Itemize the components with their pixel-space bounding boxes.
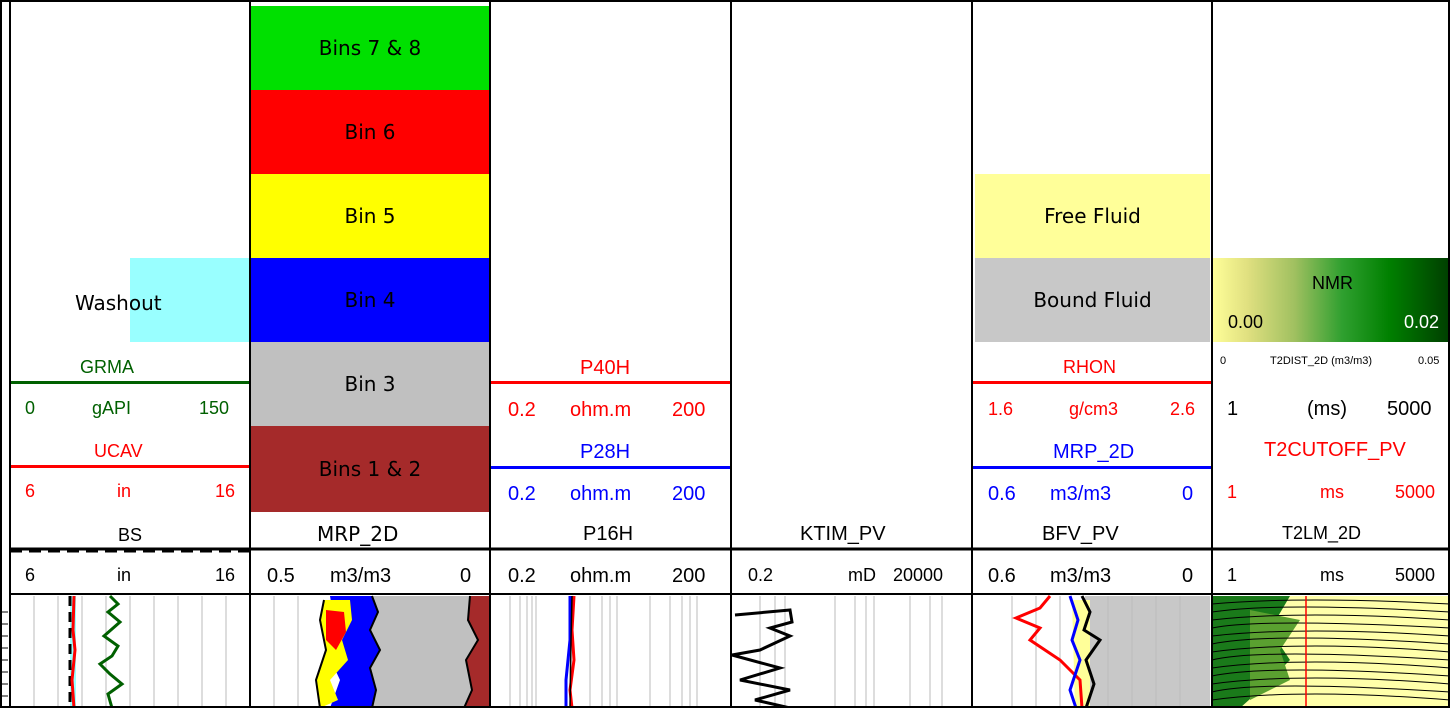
bfv-name: BFV_PV (1042, 523, 1119, 545)
ucav-unit: in (117, 481, 132, 501)
mrp-track5-unit: m3/m3 (1050, 483, 1112, 505)
bin-3-label: Bin 3 (344, 372, 396, 396)
bs-max: 16 (215, 565, 236, 585)
p28h-line (490, 466, 730, 469)
ucav-line (10, 465, 250, 468)
nmr-max: 0.02 (1404, 312, 1440, 332)
nmr-min: 0.00 (1228, 312, 1264, 332)
rhon-line (972, 381, 1212, 384)
bs-unit: in (117, 565, 132, 585)
rhon-unit: g/cm3 (1069, 399, 1119, 419)
t2cutoff-max: 5000 (1395, 482, 1436, 502)
bin-6-label: Bin 6 (344, 120, 396, 144)
mrp-track5-name: MRP_2D (1053, 441, 1135, 463)
nmr-colorbar (1212, 258, 1448, 342)
t2cutoff-min: 1 (1227, 482, 1238, 502)
bin-5-block: Bin 5 (250, 174, 490, 258)
bin-7-8-block: Bins 7 & 8 (250, 6, 490, 90)
t2scale-unit: (ms) (1307, 398, 1347, 420)
track-divider-4 (730, 0, 732, 708)
bs-min: 6 (25, 565, 36, 585)
grma-line (10, 381, 250, 384)
p40h-min: 0.2 (508, 399, 536, 421)
t2cutoff-name: T2CUTOFF_PV (1264, 439, 1406, 461)
track-divider-2 (249, 0, 251, 708)
p16h-unit: ohm.m (570, 565, 632, 587)
track-divider-5 (971, 0, 973, 708)
bfv-unit: m3/m3 (1050, 565, 1112, 587)
track-divider-3 (489, 0, 491, 708)
bound-fluid-block: Bound Fluid (975, 258, 1210, 342)
bin-3-block: Bin 3 (250, 342, 490, 426)
nmr-name: NMR (1312, 273, 1353, 293)
mrp-track5-max: 0 (1182, 483, 1194, 505)
t2dist-max: 0.05 (1418, 355, 1440, 367)
free-fluid-block: Free Fluid (975, 174, 1210, 258)
bfv-max: 0 (1182, 565, 1194, 587)
mrp-track2-min: 0.5 (267, 565, 295, 587)
t2lm-max: 5000 (1395, 565, 1436, 585)
t2scale-min: 1 (1227, 398, 1239, 420)
rhon-min: 1.6 (988, 399, 1014, 419)
rhon-name: RHON (1063, 357, 1116, 377)
t2dist-name: T2DIST_2D (m3/m3) (1270, 355, 1373, 367)
washout-fill (130, 258, 250, 342)
track-divider-6 (1211, 0, 1213, 708)
t2lm-name: T2LM_2D (1282, 523, 1362, 543)
ktim-unit: mD (848, 565, 876, 585)
grma-unit: gAPI (92, 398, 132, 418)
grma-min: 0 (25, 398, 36, 418)
bin-1-2-label: Bins 1 & 2 (318, 457, 422, 481)
t2cutoff-unit: ms (1320, 482, 1344, 502)
mrp-track5-line (972, 466, 1212, 469)
mrp-track5-min: 0.6 (988, 483, 1016, 505)
t2scale-max: 5000 (1387, 398, 1432, 420)
bfv-min: 0.6 (988, 565, 1016, 587)
ucav-name: UCAV (94, 441, 143, 461)
p40h-name: P40H (580, 357, 631, 379)
bs-name: BS (118, 525, 143, 545)
mrp-track2-max: 0 (460, 565, 472, 587)
p28h-name: P28H (580, 441, 631, 463)
bin-1-2-block: Bins 1 & 2 (250, 426, 490, 512)
free-fluid-label: Free Fluid (1044, 204, 1141, 228)
washout-label: Washout (75, 291, 162, 315)
p40h-line (490, 381, 730, 384)
track-divider-1 (9, 0, 11, 708)
ucav-max: 16 (215, 481, 236, 501)
bin-7-8-label: Bins 7 & 8 (318, 36, 422, 60)
p40h-unit: ohm.m (570, 399, 632, 421)
p40h-max: 200 (672, 399, 706, 421)
mrp-track2-unit: m3/m3 (330, 565, 392, 587)
rhon-max: 2.6 (1170, 399, 1196, 419)
ktim-name: KTIM_PV (800, 523, 886, 545)
p16h-min: 0.2 (508, 565, 536, 587)
bin-5-label: Bin 5 (344, 204, 396, 228)
ktim-min: 0.2 (748, 565, 774, 585)
bin-6-block: Bin 6 (250, 90, 490, 174)
p28h-max: 200 (672, 483, 706, 505)
p28h-unit: ohm.m (570, 483, 632, 505)
ucav-min: 6 (25, 481, 36, 501)
p16h-max: 200 (672, 565, 706, 587)
grma-name: GRMA (80, 357, 134, 377)
t2lm-min: 1 (1227, 565, 1238, 585)
mrp-track2-name: MRP_2D (317, 522, 399, 546)
t2lm-unit: ms (1320, 565, 1344, 585)
p28h-min: 0.2 (508, 483, 536, 505)
p16h-name: P16H (583, 523, 634, 545)
bin-4-block: Bin 4 (250, 258, 490, 342)
t2dist-min: 0 (1220, 355, 1227, 367)
bin-4-label: Bin 4 (344, 288, 396, 312)
bound-fluid-label: Bound Fluid (1033, 288, 1152, 312)
grma-max: 150 (199, 398, 230, 418)
ktim-max: 20000 (893, 565, 944, 585)
